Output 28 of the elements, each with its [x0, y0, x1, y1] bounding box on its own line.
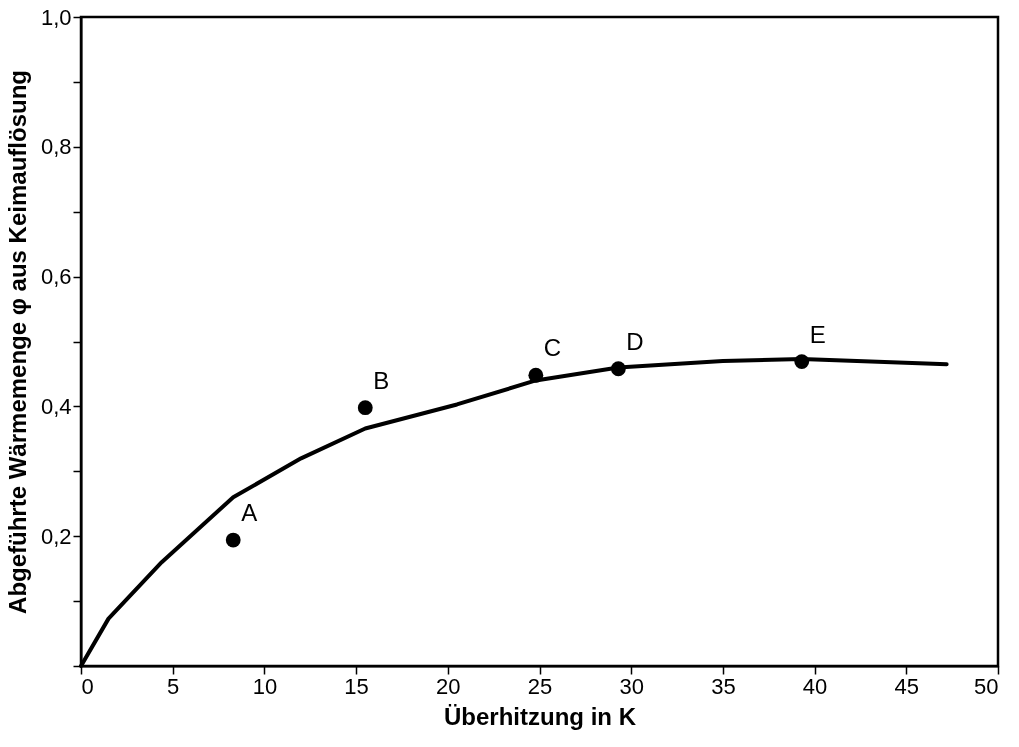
- annotation: A: [241, 499, 258, 527]
- x-tick-label: 10: [252, 673, 278, 699]
- x-tick-label: 35: [711, 673, 736, 699]
- x-tick-label: 40: [802, 673, 828, 699]
- x-tick-label: 15: [344, 673, 369, 699]
- annotation: D: [626, 327, 644, 355]
- y-tick-label: 0,6: [40, 264, 72, 290]
- y-tick-label: 0,4: [40, 393, 72, 419]
- annotation: C: [543, 334, 562, 362]
- x-tick-label: 5: [167, 673, 180, 699]
- x-tick-label: 25: [527, 673, 553, 699]
- x-tick-label: 45: [894, 673, 920, 699]
- point: [794, 354, 810, 370]
- y-axis-title: Abgeführte Wärmemenge φ aus Keimauflösung: [3, 70, 31, 614]
- y-tick-label: 0,2: [40, 523, 72, 549]
- annotation: B: [373, 366, 390, 394]
- point: [225, 532, 241, 548]
- y-tick-label: 0,8: [40, 134, 72, 160]
- point: [357, 400, 373, 416]
- annotation: E: [809, 320, 826, 348]
- x-tick-label: 30: [619, 673, 644, 699]
- x-tick-label: 50: [974, 673, 999, 699]
- x-axis-title: Überhitzung in K: [444, 702, 637, 730]
- point: [528, 367, 544, 383]
- x-tick-label: 20: [436, 673, 461, 699]
- x-tick-label: 0: [81, 673, 94, 699]
- y-tick-label: 1,0: [40, 4, 72, 30]
- point: [610, 361, 626, 377]
